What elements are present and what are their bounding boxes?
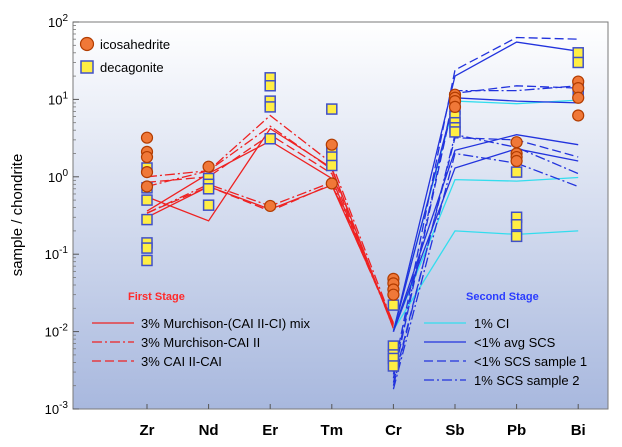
y-tick-mantissa: 10 bbox=[45, 325, 59, 340]
icosahedrite-point bbox=[202, 160, 215, 173]
decagonite-point bbox=[449, 126, 461, 138]
decagonite-point bbox=[141, 242, 153, 254]
decagonite-point bbox=[202, 183, 215, 195]
decagonite-point bbox=[572, 56, 584, 69]
y-axis-title: sample / chondrite bbox=[9, 154, 26, 277]
decagonite-point bbox=[326, 103, 338, 115]
y-tick-exponent: 2 bbox=[62, 13, 68, 24]
second-stage-model-line bbox=[392, 230, 579, 331]
second-stage-model-line bbox=[392, 176, 579, 331]
legend-first-label: 3% Murchison-CAI II bbox=[141, 335, 260, 350]
decagonite-point bbox=[510, 219, 523, 231]
y-tick-exponent: -2 bbox=[59, 323, 68, 334]
legend-symbols: icosahedrite decagonite bbox=[79, 36, 170, 75]
y-tick-label: 10-3 bbox=[45, 400, 69, 417]
x-category-label: Zr bbox=[140, 422, 155, 439]
legend-first-label: 3% CAI II-CAI bbox=[141, 354, 222, 369]
y-tick-label: 101 bbox=[48, 90, 68, 107]
decagonite-point bbox=[572, 47, 584, 59]
x-category-label: Er bbox=[262, 422, 278, 439]
y-tick-exponent: 1 bbox=[62, 90, 68, 101]
first-stage-title: First Stage bbox=[128, 291, 185, 303]
icosahedrite-point bbox=[140, 150, 154, 164]
second-stage-model-line bbox=[392, 36, 579, 373]
y-tick-mantissa: 10 bbox=[45, 247, 59, 262]
legend-first-stage: First Stage 3% Murchison-(CAI II-CI) mix 3… bbox=[92, 291, 311, 369]
decagonite-point bbox=[264, 80, 276, 92]
second-stage-model-line bbox=[392, 134, 579, 332]
icosahedrite-point bbox=[572, 91, 585, 104]
icosahedrite-point bbox=[510, 154, 523, 168]
y-tick-label: 10-2 bbox=[45, 323, 69, 340]
icosahedrite-point bbox=[387, 288, 400, 301]
decagonite-point bbox=[141, 254, 153, 267]
legend-second-label: 1% SCS sample 2 bbox=[474, 373, 580, 388]
legend-decagonite-marker bbox=[80, 60, 94, 74]
x-category-label: Nd bbox=[199, 422, 219, 439]
x-category-label: Cr bbox=[385, 422, 402, 439]
legend-symbol-label: decagonite bbox=[100, 60, 164, 75]
y-tick-label: 100 bbox=[48, 168, 68, 185]
legend-symbol-label: icosahedrite bbox=[100, 37, 170, 52]
second-stage-model-line bbox=[392, 41, 579, 332]
decagonite-point bbox=[326, 159, 338, 172]
y-tick-label: 10-1 bbox=[45, 245, 69, 262]
second-stage-model-line bbox=[392, 137, 579, 383]
data-points bbox=[140, 47, 585, 372]
icosahedrite-point bbox=[510, 136, 523, 149]
x-category-label: Sb bbox=[445, 422, 464, 439]
y-tick-mantissa: 10 bbox=[45, 402, 59, 417]
y-tick-exponent: -1 bbox=[59, 245, 68, 256]
legend-second-label: <1% avg SCS bbox=[474, 335, 556, 350]
icosahedrite-point bbox=[140, 180, 154, 193]
legend-second-label: <1% SCS sample 1 bbox=[474, 354, 587, 369]
legend-first-label: 3% Murchison-(CAI II-CI) mix bbox=[141, 316, 311, 331]
x-category-label: Pb bbox=[507, 422, 526, 439]
icosahedrite-point bbox=[325, 177, 338, 190]
legend-second-stage: Second Stage 1% CI <1% avg SCS <1% SCS samp… bbox=[424, 291, 587, 388]
x-category-label: Bi bbox=[571, 422, 586, 439]
second-stage-model-line bbox=[392, 85, 579, 375]
y-tick-mantissa: 10 bbox=[48, 15, 62, 30]
second-stage-title: Second Stage bbox=[466, 291, 539, 303]
x-category-label: Tm bbox=[321, 422, 344, 439]
decagonite-point bbox=[141, 194, 153, 206]
legend-second-label: 1% CI bbox=[474, 316, 509, 331]
decagonite-point bbox=[510, 230, 523, 243]
first-stage-model-line bbox=[146, 125, 395, 329]
second-stage-model-line bbox=[392, 97, 579, 332]
icosahedrite-point bbox=[572, 109, 585, 122]
second-stage-model-line bbox=[392, 152, 579, 390]
y-tick-label: 102 bbox=[48, 13, 68, 30]
second-stage-model-line bbox=[392, 133, 579, 386]
y-tick-mantissa: 10 bbox=[48, 92, 62, 107]
icosahedrite-point bbox=[325, 138, 338, 151]
decagonite-point bbox=[141, 213, 153, 226]
decagonite-point bbox=[264, 133, 276, 145]
decagonite-point bbox=[387, 299, 400, 311]
y-tick-exponent: 0 bbox=[62, 168, 68, 179]
second-stage-model-line bbox=[392, 85, 579, 379]
icosahedrite-point bbox=[448, 100, 462, 114]
plot-background bbox=[72, 21, 609, 410]
decagonite-point bbox=[202, 199, 215, 211]
decagonite-point bbox=[264, 101, 276, 113]
first-stage-model-line bbox=[146, 114, 395, 325]
icosahedrite-point bbox=[140, 131, 154, 144]
y-tick-mantissa: 10 bbox=[48, 170, 62, 185]
decagonite-point bbox=[387, 360, 400, 372]
y-tick-exponent: -3 bbox=[59, 400, 68, 411]
icosahedrite-point bbox=[264, 199, 277, 213]
icosahedrite-point bbox=[140, 166, 154, 179]
legend-icosahedrite-marker bbox=[79, 36, 95, 52]
decagonite-point bbox=[510, 166, 523, 178]
